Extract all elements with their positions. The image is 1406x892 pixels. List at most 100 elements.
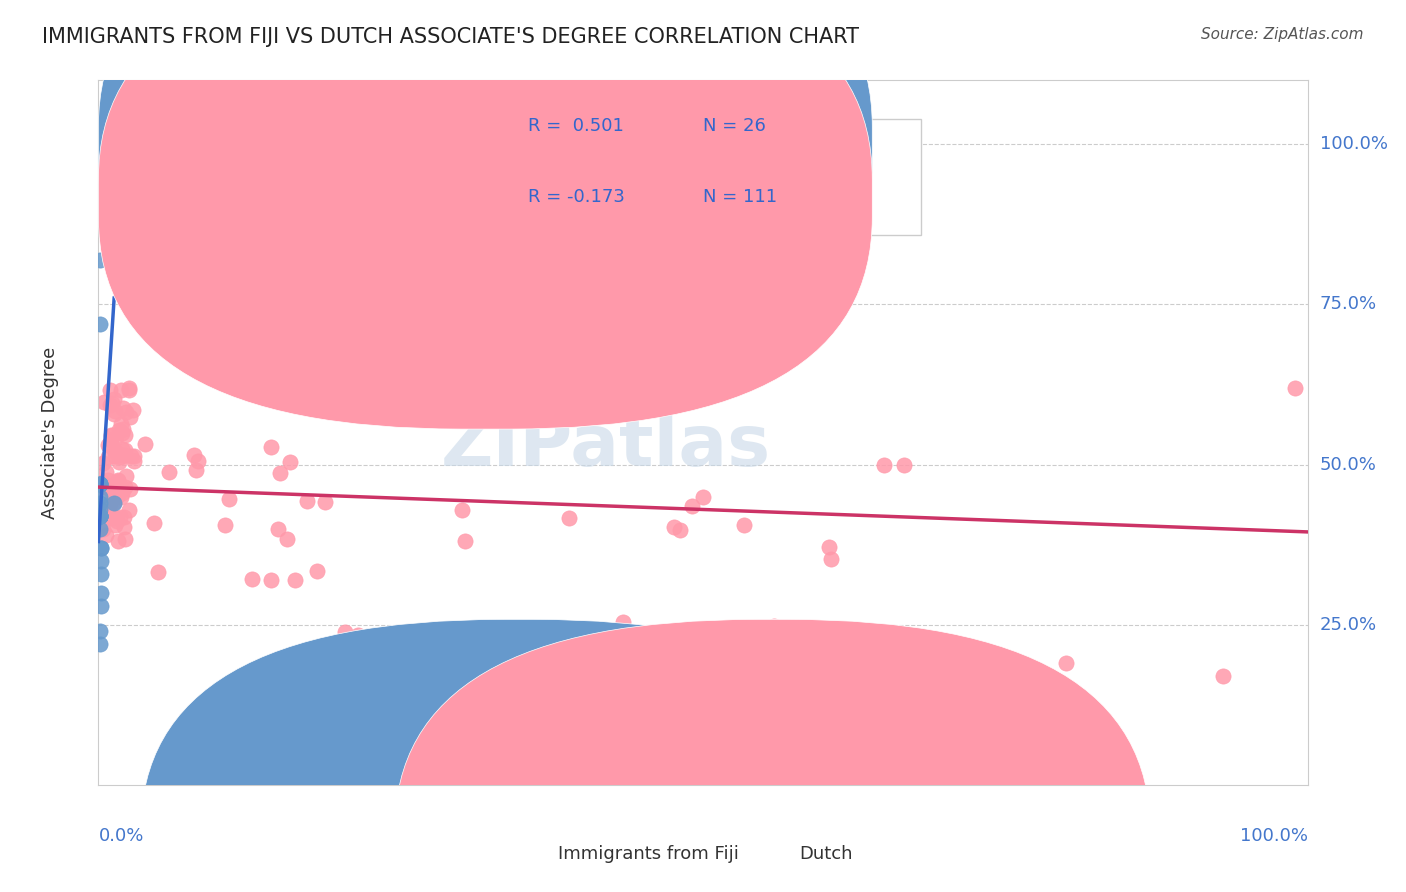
Point bbox=[89, 508, 111, 523]
Point bbox=[90, 599, 112, 613]
Point bbox=[98, 384, 121, 398]
Point bbox=[108, 450, 131, 465]
Point bbox=[103, 392, 125, 407]
Point bbox=[111, 482, 134, 496]
Point bbox=[307, 564, 329, 578]
Point bbox=[240, 572, 263, 586]
Point bbox=[110, 490, 132, 504]
Point bbox=[184, 463, 207, 477]
Point bbox=[970, 657, 993, 671]
Point bbox=[112, 401, 135, 416]
Point bbox=[218, 492, 240, 507]
Point bbox=[90, 541, 112, 555]
Point bbox=[89, 508, 111, 523]
FancyBboxPatch shape bbox=[98, 0, 872, 429]
Text: 75.0%: 75.0% bbox=[1320, 295, 1376, 313]
Point bbox=[187, 454, 209, 468]
Point bbox=[107, 534, 129, 549]
Point bbox=[89, 624, 111, 639]
Point bbox=[89, 637, 111, 651]
Point bbox=[89, 508, 111, 523]
Point bbox=[100, 428, 122, 442]
Point bbox=[107, 474, 129, 488]
Point bbox=[89, 508, 111, 523]
Point bbox=[1284, 381, 1306, 395]
Point bbox=[97, 503, 120, 517]
Point bbox=[121, 403, 143, 417]
Point bbox=[104, 432, 127, 446]
Point bbox=[94, 479, 117, 493]
Point bbox=[146, 565, 169, 579]
Point bbox=[681, 499, 703, 513]
Point bbox=[112, 448, 135, 462]
Point bbox=[100, 433, 122, 447]
Point bbox=[96, 465, 118, 479]
Point bbox=[103, 496, 125, 510]
Point bbox=[97, 438, 120, 452]
Point bbox=[110, 383, 132, 397]
Point bbox=[91, 522, 114, 536]
Point bbox=[1212, 669, 1234, 683]
Point bbox=[105, 515, 128, 529]
Point bbox=[97, 473, 120, 487]
Point bbox=[276, 532, 298, 546]
Point bbox=[122, 449, 145, 463]
Point bbox=[112, 422, 135, 436]
Point bbox=[93, 480, 115, 494]
Text: R = -0.173: R = -0.173 bbox=[527, 187, 624, 205]
Point bbox=[98, 398, 121, 412]
Point bbox=[93, 395, 115, 409]
Point bbox=[451, 503, 474, 517]
Text: 100.0%: 100.0% bbox=[1320, 136, 1388, 153]
Text: Source: ZipAtlas.com: Source: ZipAtlas.com bbox=[1201, 27, 1364, 42]
Point bbox=[269, 466, 291, 480]
Text: 25.0%: 25.0% bbox=[1320, 615, 1376, 634]
Point bbox=[669, 523, 692, 537]
Point bbox=[89, 476, 111, 491]
Point bbox=[89, 522, 111, 536]
Text: 100.0%: 100.0% bbox=[1240, 827, 1308, 846]
Point bbox=[89, 502, 111, 516]
Point bbox=[89, 508, 111, 523]
Point bbox=[612, 615, 634, 630]
Point bbox=[91, 456, 114, 470]
Point bbox=[122, 454, 145, 468]
Text: 50.0%: 50.0% bbox=[1320, 456, 1376, 474]
Point bbox=[267, 522, 290, 536]
FancyBboxPatch shape bbox=[395, 619, 1150, 892]
Point bbox=[103, 495, 125, 509]
Point bbox=[90, 586, 112, 600]
Point bbox=[104, 518, 127, 533]
Point bbox=[120, 410, 142, 425]
Point bbox=[89, 490, 111, 504]
Point bbox=[117, 502, 139, 516]
Point bbox=[105, 511, 128, 525]
Point bbox=[134, 437, 156, 451]
Text: Immigrants from Fiji: Immigrants from Fiji bbox=[558, 845, 738, 863]
Point bbox=[108, 509, 131, 524]
FancyBboxPatch shape bbox=[98, 0, 872, 376]
Point bbox=[214, 517, 236, 532]
Point bbox=[120, 450, 142, 464]
FancyBboxPatch shape bbox=[437, 119, 921, 235]
Point bbox=[89, 252, 111, 267]
Point bbox=[284, 573, 307, 587]
Point bbox=[114, 443, 136, 458]
Point bbox=[108, 423, 131, 437]
Point bbox=[114, 428, 136, 442]
Point bbox=[278, 455, 301, 469]
Point bbox=[404, 632, 426, 646]
Point bbox=[90, 541, 112, 555]
Point bbox=[454, 534, 477, 549]
Point bbox=[105, 475, 128, 490]
Point bbox=[89, 496, 111, 510]
Point bbox=[260, 573, 283, 587]
Point bbox=[100, 485, 122, 500]
Point bbox=[817, 540, 839, 554]
Point bbox=[558, 511, 581, 525]
Point bbox=[100, 508, 122, 523]
Point bbox=[110, 442, 132, 457]
Point bbox=[692, 490, 714, 504]
Point bbox=[662, 520, 685, 534]
Point bbox=[115, 468, 138, 483]
